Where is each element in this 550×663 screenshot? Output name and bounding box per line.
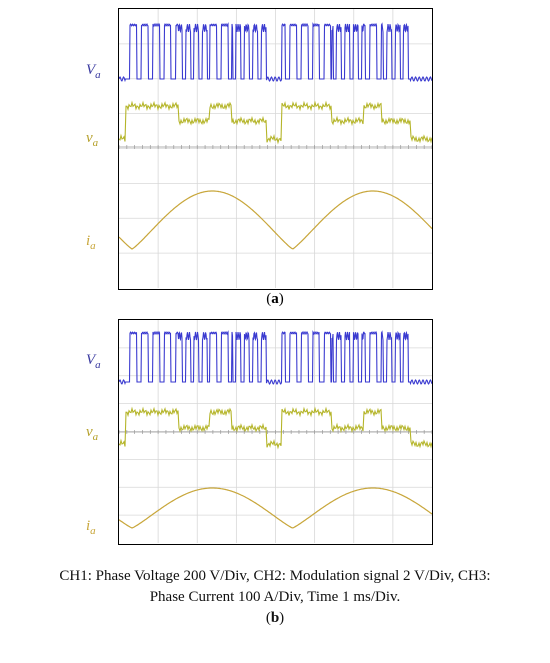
- trace-va: [119, 406, 432, 450]
- trace-Va: [119, 22, 432, 83]
- label-va-b: va: [86, 424, 99, 443]
- oscilloscope-panel-a: [118, 8, 433, 290]
- label-Va-b: Va: [86, 352, 101, 371]
- panel-label-b: (b): [265, 610, 285, 626]
- panel-label-a: (a): [266, 291, 284, 307]
- caption-line-1: CH1: Phase Voltage 200 V/Div, CH2: Modul…: [59, 568, 491, 584]
- caption-line-2: Phase Current 100 A/Div, Time 1 ms/Div.: [149, 589, 401, 605]
- trace-Va: [119, 330, 432, 386]
- label-Va-a: Va: [86, 62, 101, 81]
- trace-ia: [119, 487, 432, 529]
- figure-caption: CH1: Phase Voltage 200 V/Div, CH2: Modul…: [0, 566, 550, 629]
- label-ia-a: ia: [86, 233, 96, 252]
- trace-ia: [119, 190, 432, 250]
- oscilloscope-panel-b: [118, 319, 433, 545]
- trace-va: [119, 100, 432, 145]
- label-va-a: va: [86, 130, 99, 149]
- label-ia-b: ia: [86, 518, 96, 537]
- scope-plot-a: [119, 9, 432, 288]
- scope-plot-b: [119, 320, 432, 543]
